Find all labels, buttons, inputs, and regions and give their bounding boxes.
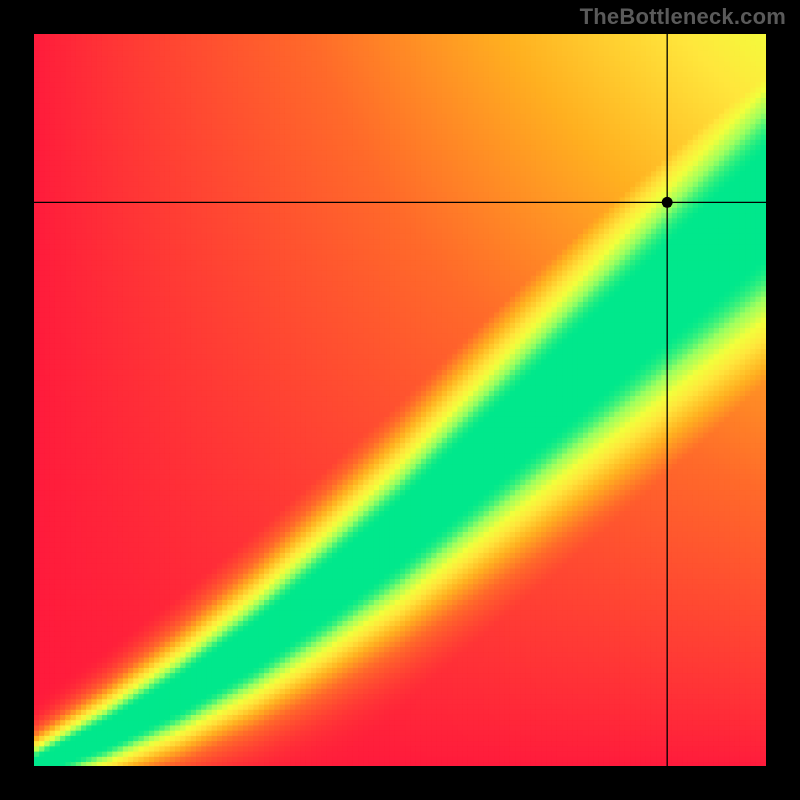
watermark-text: TheBottleneck.com <box>580 4 786 30</box>
figure-root: TheBottleneck.com <box>0 0 800 800</box>
bottleneck-heatmap <box>34 34 766 766</box>
